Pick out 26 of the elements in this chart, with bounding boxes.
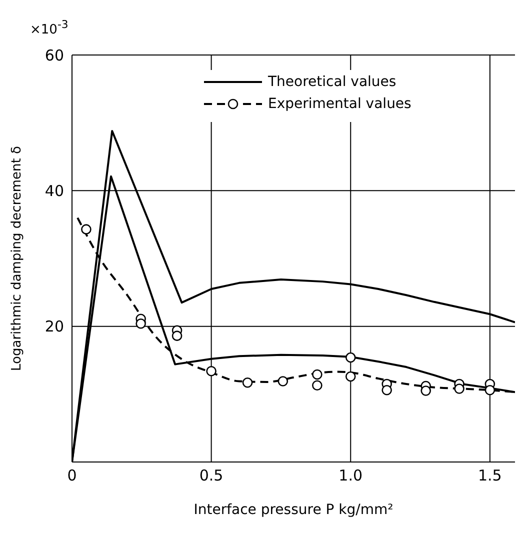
- point: [345, 371, 356, 382]
- point: [278, 376, 288, 386]
- x-tick-label: 0: [67, 466, 77, 485]
- y-tick-label: 40: [44, 182, 64, 200]
- point: [312, 369, 322, 380]
- point: [312, 380, 322, 390]
- text: ×10$^{-3}$: [30, 18, 68, 38]
- point: [454, 384, 464, 394]
- legend-label: Experimental values: [268, 96, 412, 112]
- y-axis-title: Logarithmic damping decrement δ: [10, 146, 25, 371]
- point: [484, 384, 496, 396]
- x-tick-label: 0.5: [199, 466, 224, 485]
- y-tick-label: 60: [44, 46, 64, 64]
- point: [172, 330, 182, 341]
- point: [242, 377, 253, 388]
- point: [206, 366, 216, 376]
- point: [382, 384, 392, 396]
- point: [81, 224, 92, 234]
- x-tick-label: 1.0: [338, 466, 363, 485]
- point: [420, 386, 431, 396]
- x-tick-label: 1.5: [478, 466, 502, 485]
- x-axis-title: Interface pressure P kg/mm²: [194, 502, 394, 518]
- point: [136, 318, 146, 329]
- y-tick-label: 20: [44, 318, 64, 336]
- point: [345, 352, 356, 363]
- legend-label: Theoretical values: [268, 74, 396, 90]
